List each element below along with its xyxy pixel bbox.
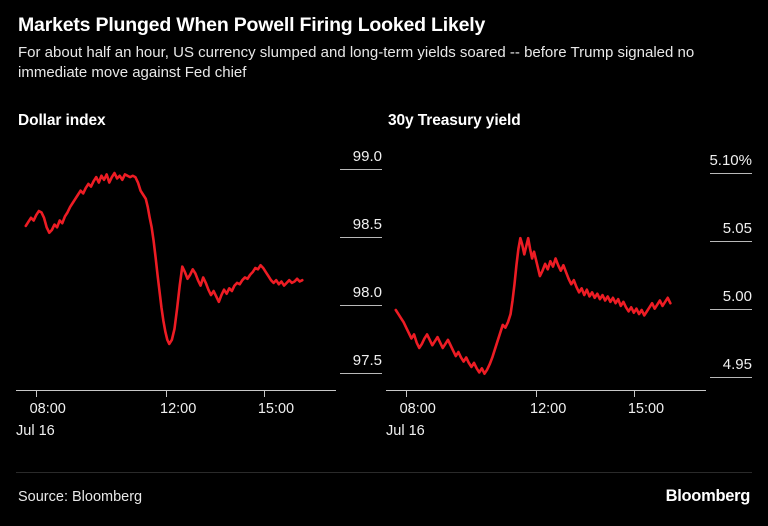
y-axis-tick: 5.10%	[690, 152, 752, 175]
line-chart-dollar-index	[16, 150, 316, 390]
series-line	[396, 238, 671, 374]
x-axis-tick-mark	[263, 391, 265, 397]
x-axis-date-dollar-index: Jul 16	[16, 423, 55, 439]
plot-area-treasury-yield	[386, 150, 686, 390]
y-axis-tick: 99.0	[320, 148, 382, 171]
y-axis-tick-label: 99.0	[352, 148, 382, 166]
y-axis-tick: 98.5	[320, 216, 382, 239]
x-axis-tick-mark	[35, 391, 37, 397]
y-axis-dollar-index: 99.0 98.5 98.0 97.5	[316, 148, 382, 390]
y-axis-tick-label: 98.0	[352, 283, 382, 301]
line-chart-treasury-yield	[386, 150, 686, 390]
page-subtitle: For about half an hour, US currency slum…	[18, 44, 695, 82]
x-axis-line-treasury-yield	[386, 390, 706, 391]
x-axis-tick-mark	[536, 391, 537, 397]
y-axis-tick-rule	[340, 372, 382, 374]
y-axis-tick-label: 5.10%	[709, 152, 752, 170]
y-axis-tick-label: 4.95	[722, 355, 752, 373]
y-axis-tick-rule	[710, 173, 752, 175]
x-axis-date-treasury-yield: Jul 16	[386, 423, 425, 439]
footer-divider	[16, 472, 752, 473]
y-axis-tick-label: 97.5	[352, 351, 382, 369]
x-axis-tick-label: 12:00	[530, 401, 567, 417]
x-axis-tick-label: 15:00	[257, 401, 295, 417]
chart-panel-treasury-yield: 30y Treasury yield 5.10% 5.05 5.00 4.95 08:…	[386, 112, 752, 457]
x-axis-tick-mark	[166, 391, 167, 397]
x-axis-tick-mark	[633, 391, 635, 397]
chart-panel-dollar-index: Dollar index 99.0 98.5 98.0 97.5 08:00 12:00…	[16, 112, 382, 457]
chart-title-dollar-index: Dollar index	[18, 112, 106, 129]
x-axis-tick-mark	[405, 391, 407, 397]
page-title: Markets Plunged When Powell Firing Looke…	[18, 14, 486, 36]
y-axis-tick: 4.95	[690, 357, 752, 378]
source-attribution: Source: Bloomberg	[18, 489, 143, 505]
y-axis-tick-rule	[710, 308, 752, 310]
y-axis-tick-label: 5.00	[722, 287, 752, 305]
y-axis-tick-label: 5.05	[722, 220, 752, 238]
y-axis-tick-rule	[340, 237, 382, 239]
x-axis-tick-label: 12:00	[160, 401, 197, 417]
plot-area-dollar-index	[16, 150, 316, 390]
y-axis-tick-label: 98.5	[352, 216, 382, 234]
bloomberg-logo: Bloomberg	[665, 487, 751, 505]
y-axis-tick-rule	[340, 169, 382, 171]
y-axis-tick: 5.05	[690, 220, 752, 243]
series-line	[26, 173, 303, 344]
y-axis-tick: 97.5	[320, 353, 382, 374]
header: Markets Plunged When Powell Firing Looke…	[18, 14, 748, 83]
y-axis-treasury-yield: 5.10% 5.05 5.00 4.95	[686, 150, 752, 390]
x-axis-line-dollar-index	[16, 390, 336, 391]
x-axis-tick-label: 15:00	[627, 401, 665, 417]
x-axis-tick-label: 08:00	[399, 401, 436, 417]
y-axis-tick-rule	[710, 376, 752, 378]
y-axis-tick: 98.0	[320, 285, 382, 306]
y-axis-tick-rule	[710, 241, 752, 243]
x-axis-tick-label: 08:00	[29, 401, 66, 417]
chart-title-treasury-yield: 30y Treasury yield	[388, 112, 521, 129]
y-axis-tick-rule	[340, 304, 382, 306]
y-axis-tick: 5.00	[690, 289, 752, 310]
